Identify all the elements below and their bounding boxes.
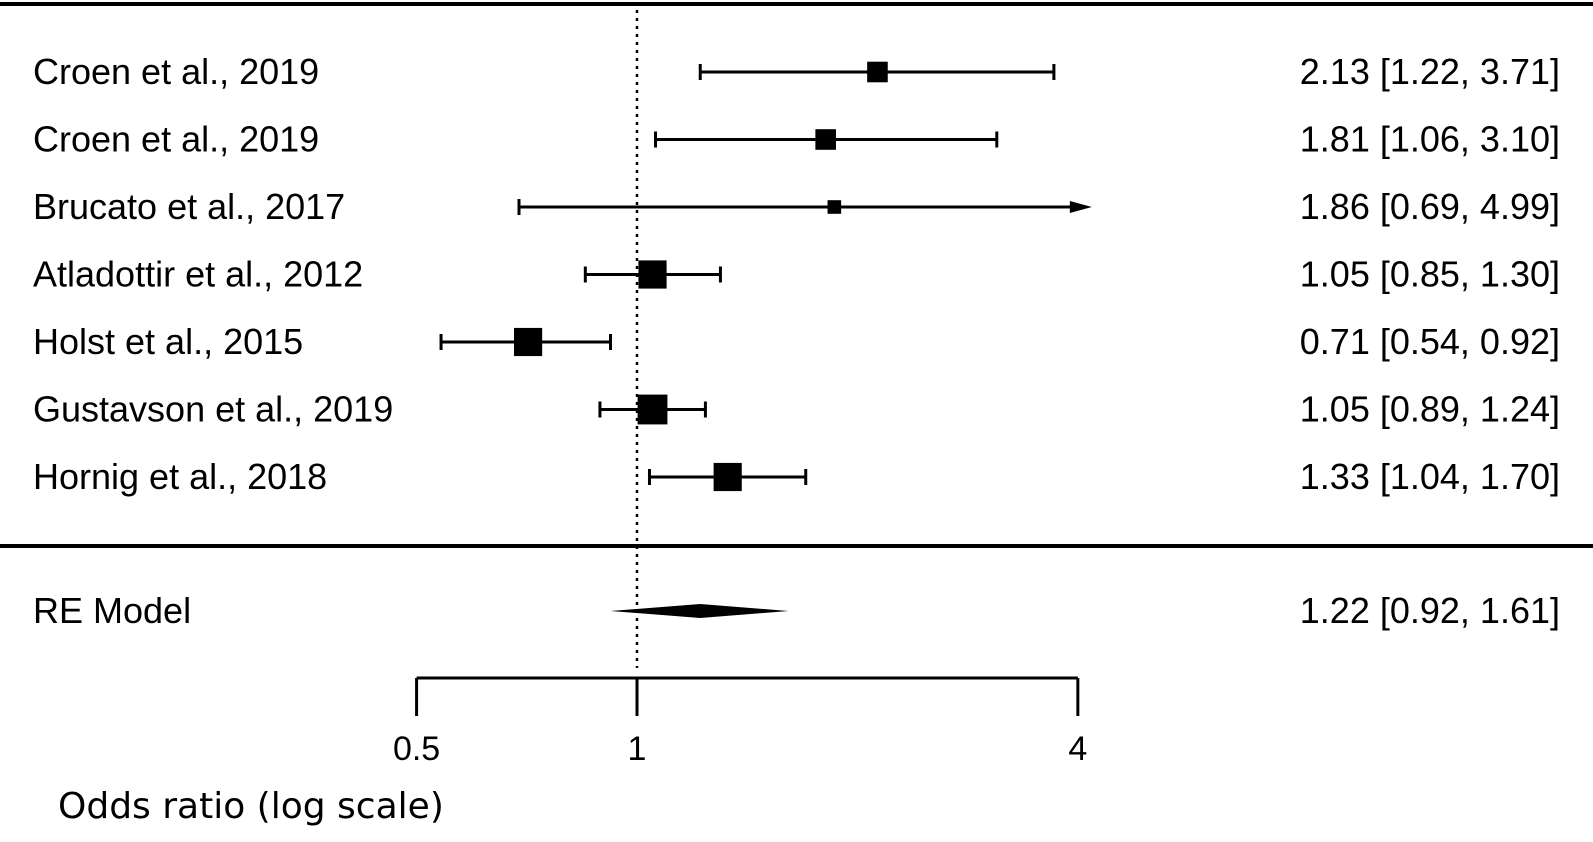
summary-diamond	[610, 604, 789, 618]
study-label: Holst et al., 2015	[33, 321, 303, 362]
study-row: Gustavson et al., 2019 1.05 [0.89, 1.24]	[33, 389, 1560, 430]
study-row: Brucato et al., 2017 1.86 [0.69, 4.99]	[33, 186, 1560, 227]
estimate-text: 1.81 [1.06, 3.10]	[1300, 119, 1560, 160]
x-axis-label: Odds ratio (log scale)	[58, 786, 444, 827]
study-label: Croen et al., 2019	[33, 119, 319, 160]
estimate-text: 1.33 [1.04, 1.70]	[1300, 456, 1560, 497]
study-row: Croen et al., 2019 1.81 [1.06, 3.10]	[33, 119, 1560, 160]
point-estimate	[638, 260, 667, 289]
estimate-text: 2.13 [1.22, 3.71]	[1300, 51, 1560, 92]
study-row: Holst et al., 2015 0.71 [0.54, 0.92]	[33, 321, 1560, 362]
point-estimate	[827, 200, 842, 214]
study-label: Gustavson et al., 2019	[33, 389, 393, 430]
point-estimate	[815, 129, 836, 150]
summary-label: RE Model	[33, 590, 191, 631]
study-label: Croen et al., 2019	[33, 51, 319, 92]
point-estimate	[637, 394, 668, 425]
study-row: Atladottir et al., 2012 1.05 [0.85, 1.30]	[33, 254, 1560, 295]
x-tick-label: 0.5	[393, 730, 440, 768]
study-label: Brucato et al., 2017	[33, 186, 345, 227]
estimate-text: 1.05 [0.89, 1.24]	[1300, 389, 1560, 430]
study-row: Hornig et al., 2018 1.33 [1.04, 1.70]	[33, 456, 1560, 497]
x-tick-label: 1	[628, 730, 647, 768]
study-row: Croen et al., 2019 2.13 [1.22, 3.71]	[33, 51, 1560, 92]
estimate-text: 1.05 [0.85, 1.30]	[1300, 254, 1560, 295]
ci-arrow	[1069, 201, 1092, 213]
summary-estimate-text: 1.22 [0.92, 1.61]	[1300, 590, 1560, 631]
x-tick-label: 4	[1068, 730, 1087, 768]
study-label: Hornig et al., 2018	[33, 456, 327, 497]
estimate-text: 1.86 [0.69, 4.99]	[1300, 186, 1560, 227]
point-estimate	[867, 61, 888, 83]
point-estimate	[514, 327, 543, 357]
point-estimate	[713, 462, 742, 492]
estimate-text: 0.71 [0.54, 0.92]	[1300, 321, 1560, 362]
study-label: Atladottir et al., 2012	[33, 254, 363, 295]
